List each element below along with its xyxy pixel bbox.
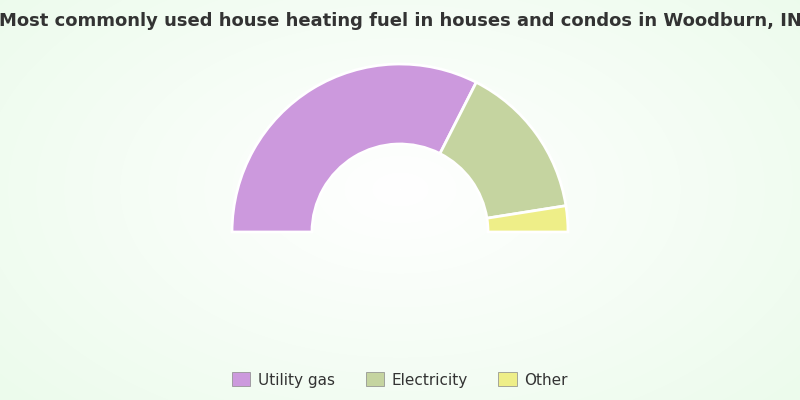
Wedge shape: [440, 82, 566, 218]
Wedge shape: [232, 64, 476, 232]
Text: Most commonly used house heating fuel in houses and condos in Woodburn, IN: Most commonly used house heating fuel in…: [0, 12, 800, 30]
Wedge shape: [487, 206, 568, 232]
Legend: Utility gas, Electricity, Other: Utility gas, Electricity, Other: [226, 366, 574, 394]
